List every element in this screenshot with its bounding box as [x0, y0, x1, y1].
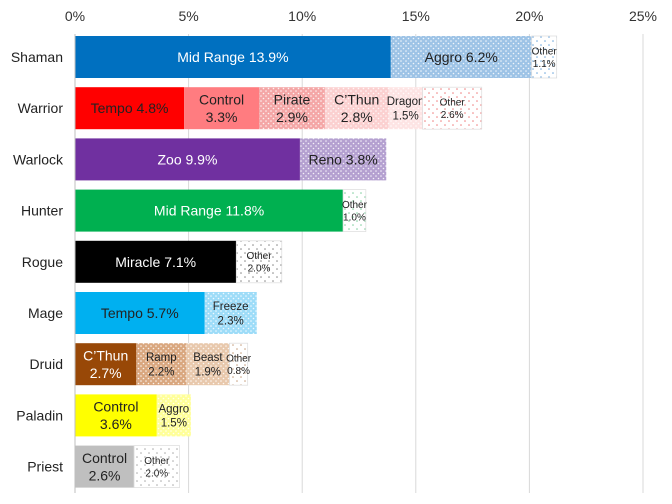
bar-warrior-c-thun [324, 87, 389, 130]
bar-hunter-mid-range [75, 189, 344, 232]
bar-druid-beast [186, 343, 230, 386]
data-label-shaman-mid-range: Mid Range 13.9% [177, 49, 288, 65]
bar-druid-other [229, 342, 249, 386]
data-label-paladin-control: Control 3.6% [93, 399, 138, 433]
data-label-druid-ramp: Ramp 2.2% [146, 352, 177, 378]
y-label-mage: Mage [28, 305, 63, 321]
bar-warrior-pirate [259, 87, 325, 130]
data-label-hunter-mid-range: Mid Range 11.8% [154, 203, 264, 219]
bar-shaman-aggro [390, 36, 532, 78]
bar-druid-c-thun [75, 343, 137, 386]
data-label-shaman-aggro: Aggro 6.2% [425, 49, 498, 65]
bar-warrior-other [422, 86, 483, 130]
y-label-rogue: Rogue [22, 254, 63, 270]
bar-warlock-zoo [75, 138, 300, 181]
data-label-mage-freeze: Freeze 2.3% [213, 301, 249, 327]
y-label-shaman: Shaman [11, 49, 63, 65]
data-label-druid-c-thun: C’Thun 2.7% [83, 347, 128, 381]
data-label-warrior-tempo: Tempo 4.8% [91, 100, 169, 116]
data-label-mage-tempo: Tempo 5.7% [101, 305, 179, 321]
data-label-druid-other: Other 0.8% [226, 354, 252, 378]
y-label-priest: Priest [27, 459, 63, 475]
x-tick-label: 20% [515, 8, 543, 24]
data-label-hunter-other: Other 1.0% [342, 200, 368, 224]
data-label-warrior-other: Other 2.6% [440, 98, 466, 122]
data-label-priest-control: Control 2.6% [82, 450, 127, 484]
x-axis-ticks: 0% 5% 10% 15% 20% 25% [65, 8, 657, 24]
data-label-warlock-zoo: Zoo 9.9% [157, 151, 217, 167]
data-label-warrior-control: Control 3.3% [199, 91, 244, 125]
x-tick-label: 0% [65, 8, 85, 24]
data-label-rogue-miracle: Miracle 7.1% [115, 254, 196, 270]
bars: Mid Range 13.9% Aggro 6.2% Other 1.1% Tempo … [75, 35, 558, 489]
bar-priest-other [133, 445, 180, 489]
data-label-druid-beast: Beast 1.9% [193, 352, 223, 378]
x-tick-label: 5% [178, 8, 198, 24]
bar-warrior-control [184, 87, 260, 130]
x-tick-label: 15% [402, 8, 430, 24]
data-label-rogue-other: Other 2.0% [247, 251, 273, 275]
data-label-warrior-pirate: Pirate 2.9% [274, 91, 311, 125]
y-label-paladin: Paladin [16, 407, 63, 423]
bar-warrior-dragon [388, 87, 423, 130]
y-label-warlock: Warlock [13, 151, 64, 167]
y-label-druid: Druid [30, 356, 63, 372]
bar-mage-freeze [204, 292, 257, 334]
y-axis-labels: Shaman Warrior Warlock Hunter Rogue Mage Druid… [11, 49, 64, 475]
data-label-warrior-c-thun: C’Thun 2.8% [334, 91, 379, 125]
bar-rogue-miracle [75, 240, 237, 283]
data-label-warlock-reno: Reno 3.8% [308, 151, 377, 167]
bar-rogue-other [235, 240, 283, 284]
bar-priest-control [75, 445, 135, 488]
bar-warrior-tempo [75, 87, 185, 130]
data-label-paladin-aggro: Aggro 1.5% [158, 403, 189, 429]
bar-druid-ramp [136, 343, 187, 386]
bar-paladin-control [75, 394, 157, 437]
data-label-shaman-other: Other 1.1% [532, 46, 558, 70]
bar-mage-tempo [75, 292, 205, 334]
bar-shaman-other [531, 35, 558, 79]
data-label-warrior-dragon: Dragon 1.5% [387, 96, 425, 122]
data-label-priest-other: Other 2.0% [144, 456, 170, 480]
y-label-warrior: Warrior [18, 100, 64, 116]
x-tick-label: 25% [629, 8, 657, 24]
bar-warlock-reno [299, 138, 387, 181]
bar-paladin-aggro [156, 394, 191, 437]
bar-shaman-mid-range [75, 36, 391, 78]
x-tick-label: 10% [288, 8, 316, 24]
bar-hunter-other [342, 189, 367, 233]
y-label-hunter: Hunter [21, 203, 63, 219]
